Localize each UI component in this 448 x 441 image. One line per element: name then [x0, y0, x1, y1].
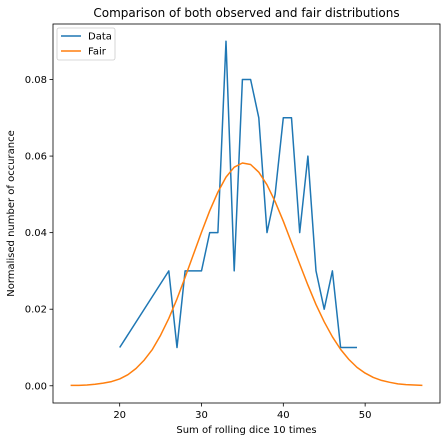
plot-frame — [52, 23, 441, 404]
y-tick-label: 0.06 — [25, 152, 47, 163]
y-axis-label: Normalised number of occurance — [6, 130, 17, 297]
x-tick-label: 50 — [359, 410, 372, 421]
x-tick-label: 40 — [277, 410, 290, 421]
chart-title: Comparison of both observed and fair dis… — [93, 6, 399, 20]
series-line-data — [119, 40, 357, 349]
series-line-fair — [70, 162, 423, 387]
y-tick-label: 0.08 — [25, 75, 47, 86]
plot-area — [52, 23, 441, 404]
legend-label-fair: Fair — [88, 47, 107, 58]
y-tick-label: 0.02 — [25, 305, 47, 316]
x-tick-label: 30 — [195, 410, 208, 421]
y-tick-label: 0.00 — [25, 381, 47, 392]
legend: Data Fair — [56, 27, 116, 61]
legend-label-data: Data — [88, 32, 112, 43]
x-tick-label: 20 — [113, 410, 126, 421]
y-tick-label: 0.04 — [25, 228, 47, 239]
x-axis: 20 30 40 50 — [113, 403, 372, 421]
y-axis: 0.00 0.02 0.04 0.06 0.08 — [25, 75, 53, 392]
x-axis-label: Sum of rolling dice 10 times — [176, 425, 316, 436]
